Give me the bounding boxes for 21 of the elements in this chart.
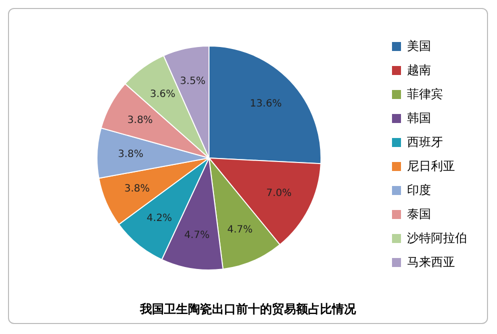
legend-label: 沙特阿拉伯 xyxy=(407,230,467,246)
legend-label: 泰国 xyxy=(407,206,431,222)
data-label: 13.6% xyxy=(250,98,282,110)
data-label: 4.7% xyxy=(184,230,210,241)
legend-label: 印度 xyxy=(407,182,431,198)
legend-label: 美国 xyxy=(407,38,431,54)
data-label: 4.7% xyxy=(227,224,253,236)
data-label: 3.8% xyxy=(127,115,153,126)
data-label: 3.8% xyxy=(124,184,150,195)
data-label: 7.0% xyxy=(266,188,292,199)
data-label: 3.6% xyxy=(150,89,176,100)
legend-label: 马来西亚 xyxy=(407,254,455,270)
legend-label: 越南 xyxy=(407,62,431,78)
legend-label: 菲律宾 xyxy=(407,86,443,102)
data-label: 4.2% xyxy=(146,213,172,224)
data-label: 3.8% xyxy=(118,148,144,160)
legend-label: 西班牙 xyxy=(407,134,443,150)
legend-label: 尼日利亚 xyxy=(407,158,455,174)
legend-label: 韩国 xyxy=(407,110,431,126)
text: 我国卫生陶瓷出口前十的贸易额占比情况 xyxy=(138,301,357,318)
data-label: 3.5% xyxy=(180,76,206,87)
